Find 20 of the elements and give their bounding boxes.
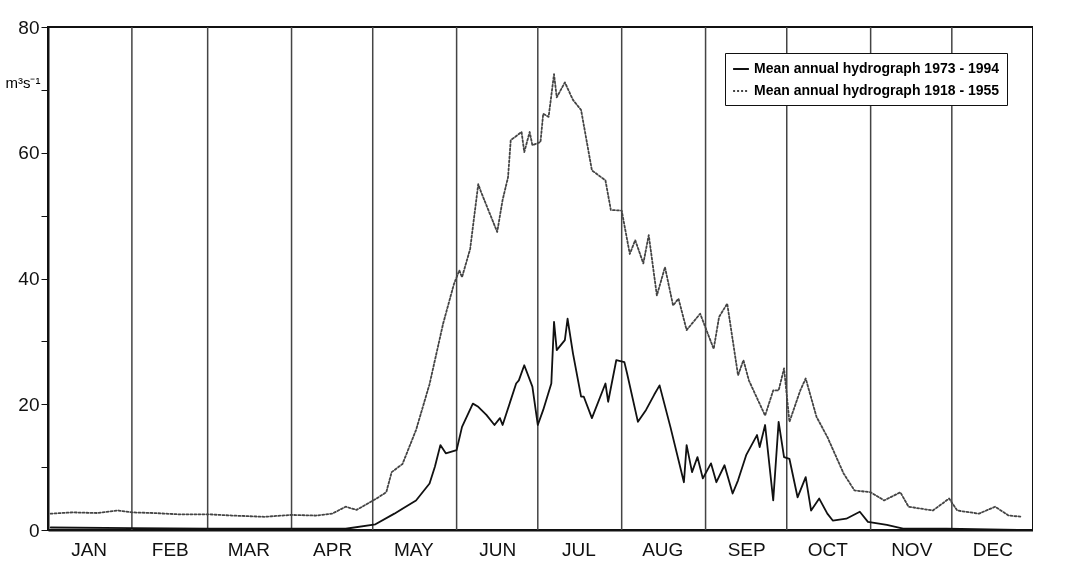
y-tick-label: 20 [18, 393, 40, 415]
x-tick-label: MAR [227, 538, 270, 560]
x-tick-label: SEP [727, 538, 766, 560]
y-tick-label: 0 [28, 519, 40, 541]
x-tick-label: OCT [807, 538, 849, 560]
x-tick-label: JUN [479, 538, 517, 560]
x-tick-label: FEB [151, 538, 189, 560]
x-tick-label: DEC [972, 538, 1013, 560]
x-tick-label: JAN [71, 538, 108, 560]
y-tick-label: 60 [18, 142, 40, 164]
x-tick-label: MAY [393, 538, 435, 560]
x-tick-label: APR [313, 538, 353, 560]
y-axis-title: m³s⁻¹ [5, 73, 41, 91]
x-tick-label: JUL [561, 538, 596, 560]
y-tick-label: 40 [18, 268, 40, 289]
y-tick-label: 80 [18, 16, 40, 38]
x-tick-label: NOV [891, 538, 933, 560]
legend-label: Mean annual hydrograph 1918 - 1955 [754, 82, 1000, 98]
x-tick-label: AUG [642, 538, 684, 560]
legend-label: Mean annual hydrograph 1973 - 1994 [754, 60, 1000, 76]
